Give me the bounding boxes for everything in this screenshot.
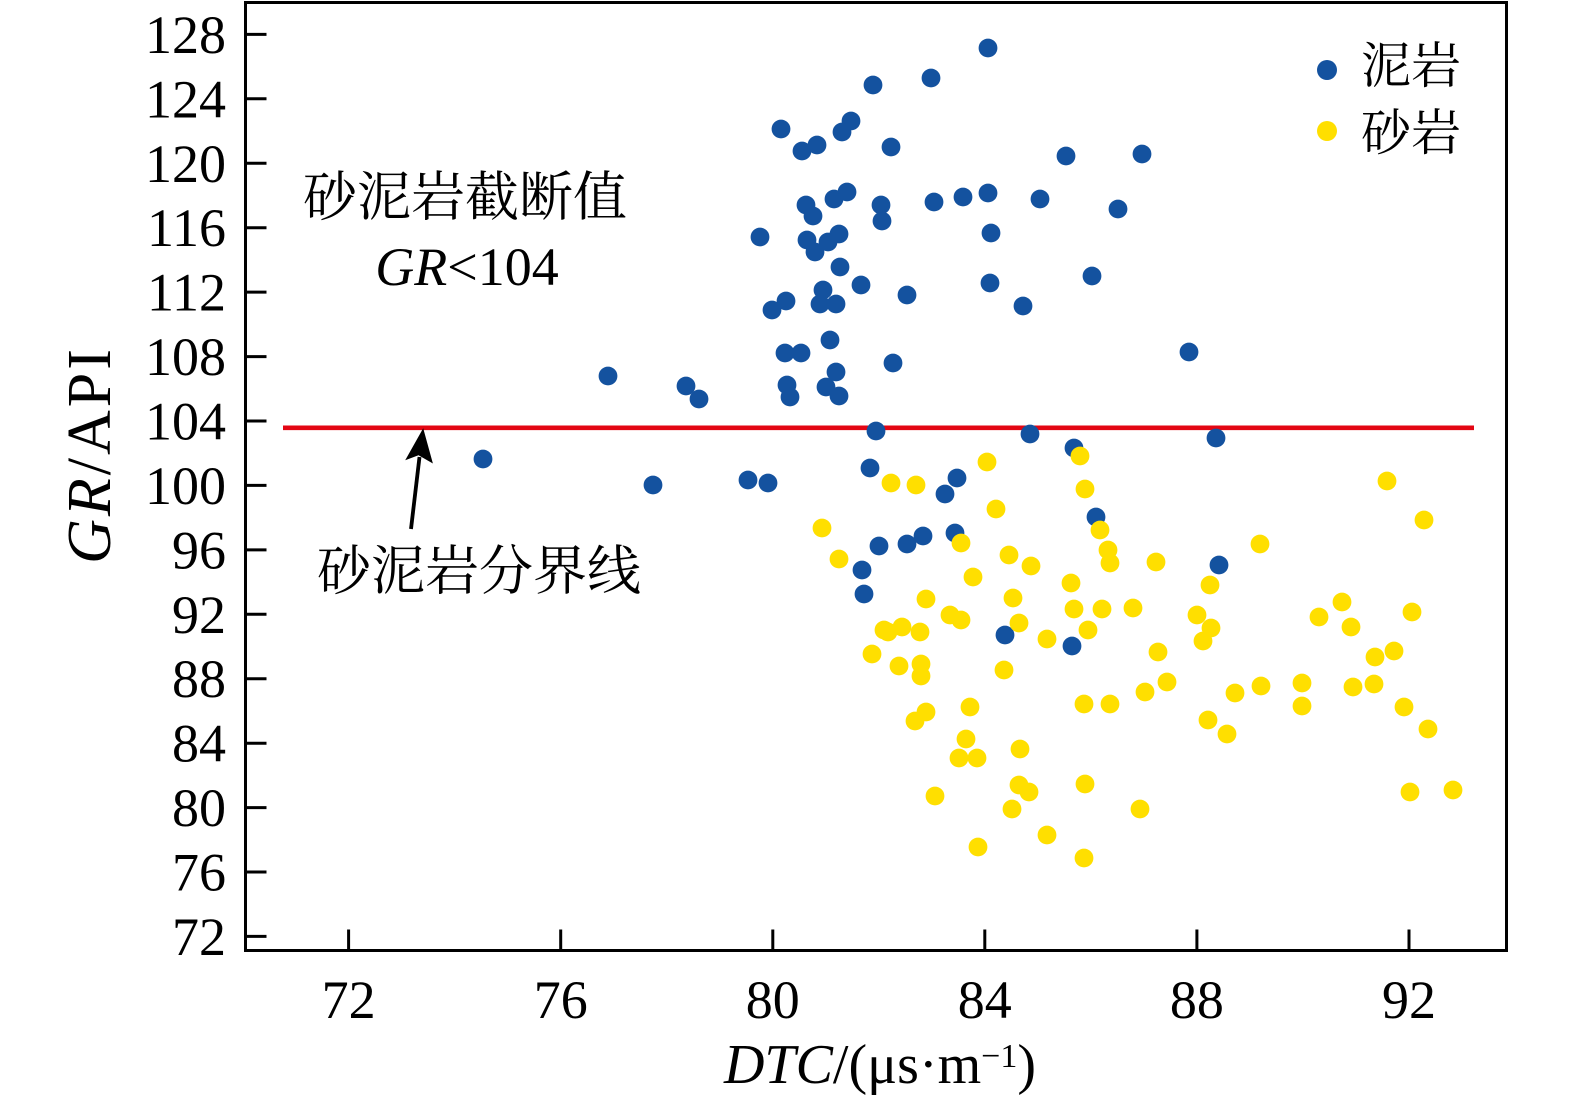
svg-text:100: 100 xyxy=(145,456,226,516)
svg-text:84: 84 xyxy=(958,970,1012,1030)
svg-text:96: 96 xyxy=(172,520,226,580)
svg-text:88: 88 xyxy=(1170,970,1224,1030)
svg-text:116: 116 xyxy=(147,198,226,258)
svg-text:GR/API: GR/API xyxy=(56,346,124,564)
svg-text:84: 84 xyxy=(172,714,226,774)
svg-text:128: 128 xyxy=(145,5,226,65)
svg-text:112: 112 xyxy=(147,263,226,323)
svg-text:88: 88 xyxy=(172,649,226,709)
svg-text:80: 80 xyxy=(746,970,800,1030)
svg-text:80: 80 xyxy=(172,778,226,838)
svg-text:92: 92 xyxy=(1382,970,1436,1030)
svg-text:76: 76 xyxy=(172,843,226,903)
svg-text:108: 108 xyxy=(145,327,226,387)
svg-text:92: 92 xyxy=(172,585,226,645)
svg-text:104: 104 xyxy=(145,392,226,452)
svg-text:124: 124 xyxy=(145,69,226,129)
svg-text:120: 120 xyxy=(145,134,226,194)
svg-text:72: 72 xyxy=(322,970,376,1030)
svg-text:76: 76 xyxy=(534,970,588,1030)
svg-text:GR<104: GR<104 xyxy=(375,237,558,297)
svg-text:72: 72 xyxy=(172,907,226,967)
